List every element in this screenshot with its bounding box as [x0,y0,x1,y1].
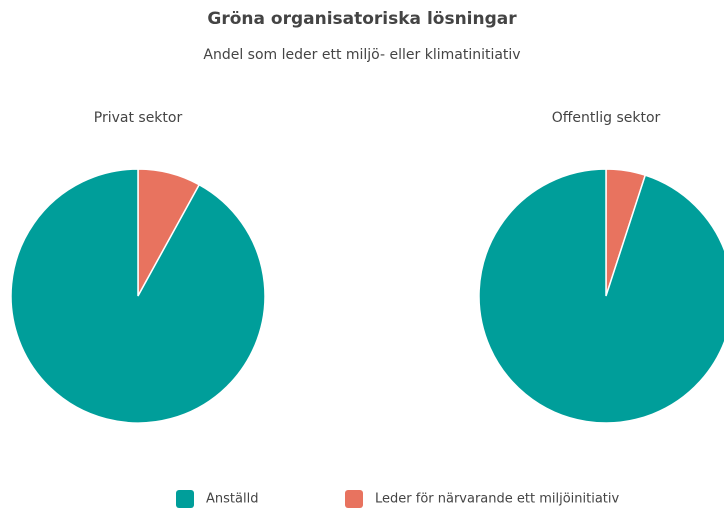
pie-slice [10,168,266,424]
pie-slice [478,168,724,424]
legend-label: Leder för närvarande ett miljöinitiativ [375,492,620,507]
legend-label: Anställd [206,492,258,507]
legend-swatch [176,490,194,508]
chart-subtitle: Andel som leder ett miljö- eller klimati… [203,47,520,63]
pie-title: Privat sektor [94,110,183,126]
pie-title: Offentlig sektor [552,110,661,126]
chart-title: Gröna organisatoriska lösningar [207,9,517,29]
legend-swatch [345,490,363,508]
